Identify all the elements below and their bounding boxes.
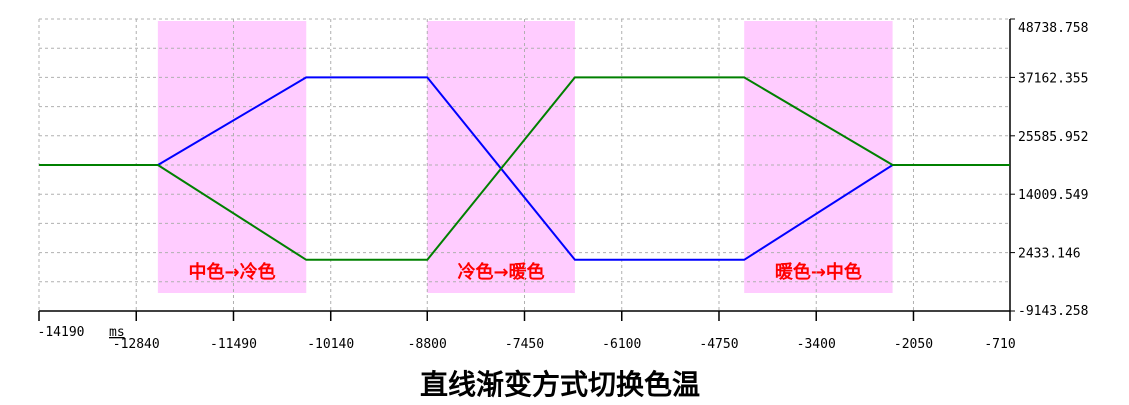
x-tick-label-9: -2050 xyxy=(894,337,933,352)
y-tick-label-5: 48738.758 xyxy=(1018,21,1088,36)
series-lines xyxy=(39,76,1010,261)
series-line-green xyxy=(39,76,1010,261)
region-label-1: 中色→冷色 xyxy=(189,261,276,283)
highlight-region-1 xyxy=(157,21,307,293)
y-tick-label-1: 2433.146 xyxy=(1018,247,1081,262)
chart-title: 直线渐变方式切换色温 xyxy=(420,368,700,401)
tick-labels: -14190 -12840 -11490 -10140 -8800 -7450 -6100 -… xyxy=(38,21,1089,352)
x-unit-label: ms xyxy=(109,325,125,340)
x-tick-label-7: -4750 xyxy=(699,337,738,352)
y-tick-label-3: 25585.952 xyxy=(1018,130,1088,145)
region-label-3: 暖色→中色 xyxy=(775,261,862,283)
region-label-2: 冷色→暖色 xyxy=(458,261,545,283)
x-tick-label-10: -710 xyxy=(984,337,1015,352)
x-tick-label-3: -10140 xyxy=(307,337,354,352)
x-tick-label-1: -12840 xyxy=(113,337,160,352)
highlight-region-3 xyxy=(744,21,893,293)
y-tick-label-0: -9143.258 xyxy=(1018,304,1088,319)
x-tick-label-6: -6100 xyxy=(602,337,641,352)
highlight-regions: 中色→冷色 冷色→暖色 暖色→中色 xyxy=(157,21,893,293)
x-tick-label-4: -8800 xyxy=(408,337,447,352)
x-tick-label-2: -11490 xyxy=(210,337,257,352)
x-tick-label-0: -14190 xyxy=(38,325,85,340)
x-tick-label-5: -7450 xyxy=(505,337,544,352)
y-tick-label-2: 14009.549 xyxy=(1018,188,1088,203)
y-tick-label-4: 37162.355 xyxy=(1018,71,1088,86)
x-tick-label-8: -3400 xyxy=(797,337,836,352)
highlight-region-2 xyxy=(427,21,575,293)
